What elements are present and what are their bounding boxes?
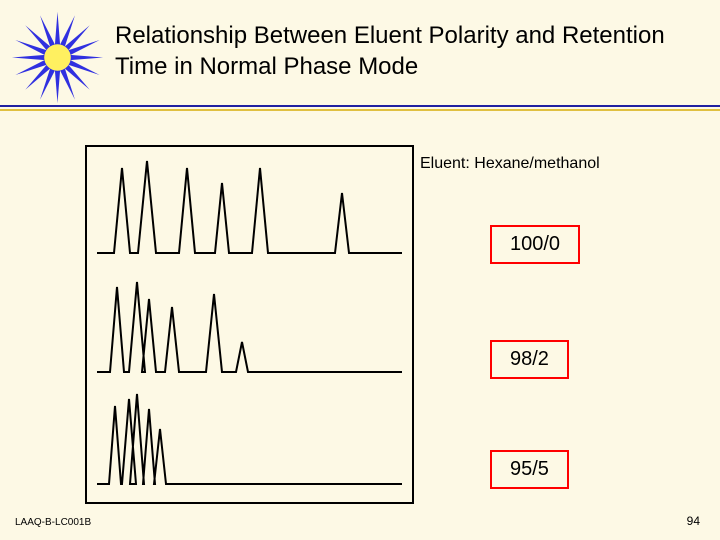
chromatogram-1 [87, 155, 412, 265]
divider [0, 105, 720, 111]
chromatogram-3 [87, 392, 412, 502]
chromatogram-panel [85, 145, 414, 504]
ratio-box-1: 100/0 [490, 225, 580, 264]
chromatogram-2 [87, 277, 412, 387]
page-number: 94 [687, 514, 700, 528]
ratio-box-2: 98/2 [490, 340, 569, 379]
eluent-label: Eluent: Hexane/methanol [420, 155, 600, 173]
ratio-box-3: 95/5 [490, 450, 569, 489]
footer-code: LAAQ-B-LC001B [15, 517, 91, 528]
slide-title: Relationship Between Eluent Polarity and… [115, 20, 720, 82]
starburst-logo [10, 10, 105, 105]
